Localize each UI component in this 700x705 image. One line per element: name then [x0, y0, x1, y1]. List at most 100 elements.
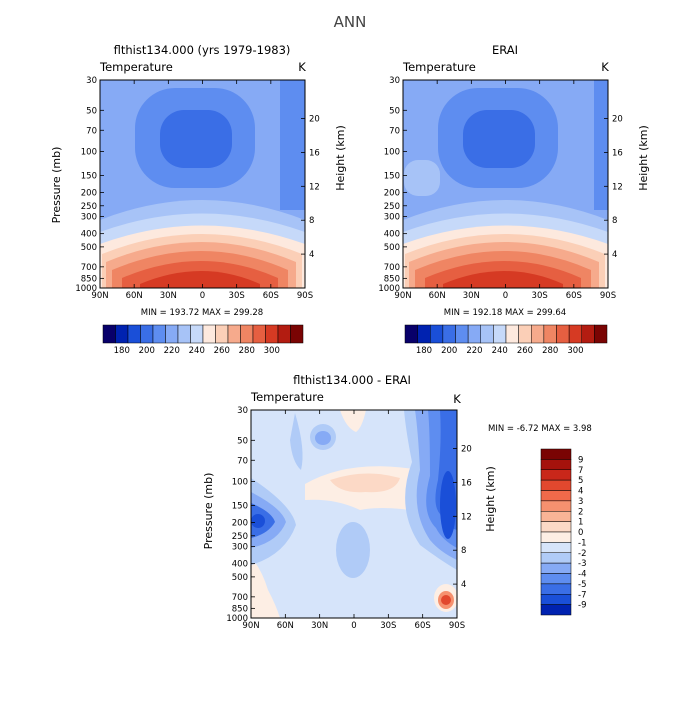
- colorbar-label: 7: [578, 466, 583, 476]
- colorbar-box: [102, 324, 116, 344]
- x-ticks: 90N 60N 30N 0 30S 60S 90S: [91, 80, 313, 301]
- colorbar-label: 240: [492, 346, 508, 356]
- colorbar-box: [140, 324, 154, 344]
- contour-band: [440, 471, 456, 539]
- y-right-tick-label: 8: [461, 546, 466, 556]
- colorbar-box: [540, 490, 572, 502]
- y-tick-label: 70: [86, 126, 97, 136]
- panel-title: ERAI: [492, 43, 518, 57]
- colorbar-label: -2: [578, 549, 586, 559]
- x-tick-label: 30N: [160, 291, 177, 301]
- colorbar-box: [540, 511, 572, 522]
- panel-variable: Temperature: [250, 390, 324, 404]
- x-ticks: 90N 60N 30N 0 30S 60S 90S: [394, 80, 616, 301]
- y-axis-right-label: Height (km): [334, 125, 347, 191]
- y-right-tick-label: 4: [612, 250, 617, 260]
- x-tick-label: 60N: [126, 291, 143, 301]
- y-tick-label: 70: [389, 126, 400, 136]
- colorbar-box: [540, 583, 572, 595]
- y-tick-label: 30: [389, 76, 400, 86]
- x-ticks: 90N 60N 30N 0 30S 60S 90S: [242, 410, 465, 631]
- x-tick-label: 90N: [394, 291, 411, 301]
- y-tick-label: 400: [384, 230, 400, 240]
- colorbar-label: 220: [164, 346, 180, 356]
- x-tick-label: 0: [503, 291, 508, 301]
- panel-title: flthist134.000 (yrs 1979-1983): [114, 43, 291, 57]
- panel-units: K: [453, 392, 461, 406]
- y-ticks-right: 20 16 12 8 4: [301, 115, 320, 260]
- y-tick-label: 200: [81, 189, 97, 199]
- panel-title: flthist134.000 - ERAI: [293, 373, 411, 387]
- colorbar-box: [165, 324, 179, 344]
- colorbar-label: 200: [139, 346, 155, 356]
- y-tick-label: 250: [384, 202, 400, 212]
- x-tick-label: 30N: [311, 621, 328, 631]
- y-axis-right-label: Height (km): [484, 466, 497, 532]
- y-tick-label: 150: [81, 171, 97, 181]
- x-tick-label: 60S: [566, 291, 582, 301]
- colorbar-box: [115, 324, 129, 344]
- colorbar-label: -7: [578, 590, 586, 600]
- plot-area: [250, 409, 458, 619]
- y-tick-label: 850: [81, 274, 97, 284]
- contour-band: [315, 431, 331, 445]
- colorbar-box: [568, 324, 582, 344]
- colorbar-label: -1: [578, 538, 586, 548]
- colorbar-label: 260: [517, 346, 533, 356]
- x-tick-label: 30S: [229, 291, 245, 301]
- figure-title: ANN: [334, 13, 367, 31]
- colorbar-box: [480, 324, 494, 344]
- x-tick-label: 30S: [532, 291, 548, 301]
- colorbar-label: 220: [466, 346, 482, 356]
- y-tick-label: 1000: [378, 284, 400, 294]
- y-tick-label: 70: [237, 456, 248, 466]
- colorbar-label: -4: [578, 570, 586, 580]
- y-tick-label: 850: [384, 274, 400, 284]
- contour-band: [463, 110, 535, 168]
- min-max-stats: MIN = 193.72 MAX = 299.28: [141, 308, 263, 318]
- panel-units: K: [601, 60, 609, 74]
- y-tick-label: 250: [232, 532, 248, 542]
- y-right-tick-label: 4: [461, 580, 466, 590]
- colorbar-box: [540, 521, 572, 533]
- y-tick-label: 400: [81, 230, 97, 240]
- colorbar-label: 300: [567, 346, 583, 356]
- colorbar-label: 180: [416, 346, 432, 356]
- plot-area: [402, 79, 609, 289]
- panel-model: flthist134.000 (yrs 1979-1983) Temperatu…: [50, 43, 347, 356]
- y-tick-label: 850: [232, 604, 248, 614]
- colorbar-box: [152, 324, 166, 344]
- colorbar-label: 9: [578, 455, 583, 465]
- colorbar-box: [215, 324, 229, 344]
- colorbar-box: [240, 324, 254, 344]
- x-tick-label: 90S: [449, 621, 465, 631]
- plot-area: [99, 79, 306, 289]
- colorbar-box: [540, 479, 572, 491]
- y-tick-label: 100: [384, 147, 400, 157]
- colorbar-box: [227, 324, 241, 344]
- x-tick-label: 60S: [263, 291, 279, 301]
- colorbar-box: [540, 573, 572, 585]
- y-tick-label: 200: [384, 189, 400, 199]
- colorbar-box: [505, 324, 519, 344]
- colorbar-box: [467, 324, 481, 344]
- colorbar-box: [540, 531, 572, 543]
- colorbar-box: [540, 500, 572, 512]
- contour-band: [160, 110, 232, 168]
- y-tick-label: 50: [389, 106, 400, 116]
- y-tick-label: 700: [232, 593, 248, 603]
- x-tick-label: 30N: [463, 291, 480, 301]
- y-axis-label: Pressure (mb): [202, 473, 215, 550]
- contour-band: [340, 410, 366, 432]
- panel-reference: ERAI Temperature K Height (km) MIN = 192…: [378, 43, 650, 356]
- colorbar-label: -9: [578, 601, 586, 611]
- colorbar-label: 280: [239, 346, 255, 356]
- panel-difference: flthist134.000 - ERAI Temperature K Pres…: [202, 373, 592, 631]
- colorbar-box: [556, 324, 570, 344]
- panel-units: K: [298, 60, 306, 74]
- colorbar-label: 200: [441, 346, 457, 356]
- colorbar-label: 1: [578, 518, 583, 528]
- colorbar-box: [127, 324, 141, 344]
